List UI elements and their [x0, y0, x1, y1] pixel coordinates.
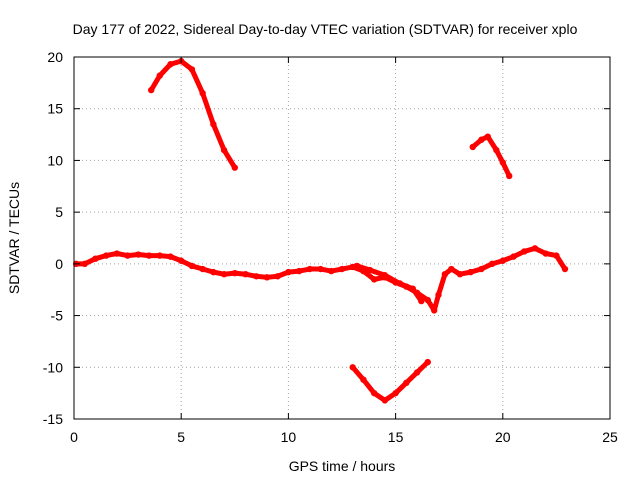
data-point	[92, 255, 99, 262]
chart-title: Day 177 of 2022, Sidereal Day-to-day VTE…	[73, 21, 578, 37]
data-point	[231, 269, 238, 277]
y-tick-label: -15	[43, 411, 63, 427]
data-point	[295, 267, 303, 275]
data-point	[306, 265, 314, 273]
data-point	[199, 265, 206, 273]
data-point	[467, 268, 474, 276]
data-point	[456, 271, 464, 278]
x-tick-label: 15	[388, 429, 404, 445]
data-point	[366, 266, 374, 274]
y-tick-label: -10	[43, 359, 63, 375]
data-point	[145, 252, 153, 259]
data-point	[210, 121, 217, 128]
data-point	[370, 276, 378, 283]
data-point	[506, 172, 513, 180]
data-point	[493, 146, 500, 154]
data-point	[102, 252, 110, 259]
tick-layer: 0 5 10 15 20 25 -15 -10 -5 0 5 10 15 20	[43, 49, 618, 445]
data-point	[478, 265, 485, 273]
data-point	[274, 273, 281, 280]
data-point	[409, 285, 416, 292]
data-point	[328, 267, 335, 275]
x-tick-label: 0	[70, 429, 78, 445]
y-tick-label: 0	[55, 256, 63, 272]
data-point	[441, 271, 449, 278]
data-point	[381, 397, 389, 404]
x-tick-label: 25	[602, 429, 618, 445]
data-point	[413, 369, 421, 376]
data-point	[561, 265, 569, 273]
data-point	[263, 274, 271, 281]
data-point	[220, 146, 228, 154]
data-point	[231, 164, 238, 171]
data-point	[553, 252, 560, 259]
data-point	[220, 271, 228, 278]
data-point	[430, 307, 438, 314]
y-tick-label: 10	[47, 152, 63, 168]
data-point	[317, 265, 324, 273]
data-point	[353, 262, 361, 270]
data-point	[135, 251, 142, 258]
data-point	[418, 297, 425, 305]
x-axis-label: GPS time / hours	[289, 458, 396, 474]
data-point	[156, 72, 163, 79]
data-point	[478, 136, 485, 143]
data-point	[484, 133, 491, 140]
data-point	[424, 296, 431, 304]
y-tick-label: 15	[47, 101, 63, 117]
data-point	[199, 90, 206, 97]
data-point	[521, 248, 528, 255]
data-point	[392, 389, 399, 397]
data-point	[499, 257, 506, 264]
data-layer	[72, 57, 569, 404]
data-point	[124, 252, 131, 259]
y-axis-label: SDTVAR / TECUs	[6, 182, 22, 294]
data-point	[147, 86, 155, 94]
data-point	[178, 257, 185, 264]
data-point	[435, 291, 442, 299]
data-point	[403, 379, 410, 386]
y-tick-label: 20	[47, 49, 63, 65]
data-point	[188, 262, 196, 270]
data-point	[531, 245, 539, 252]
data-point	[210, 268, 217, 276]
data-point	[510, 253, 517, 260]
data-point	[396, 280, 404, 287]
x-tick-label: 5	[177, 429, 185, 445]
data-point	[448, 265, 455, 273]
x-tick-label: 10	[281, 429, 297, 445]
series-arc-afternoon-high	[353, 262, 425, 305]
data-point	[81, 260, 88, 268]
data-point	[381, 272, 389, 279]
data-point	[488, 260, 496, 268]
y-tick-label: -5	[51, 308, 64, 324]
series-arc-evening	[469, 133, 513, 180]
data-point	[424, 358, 431, 366]
x-tick-label: 20	[495, 429, 511, 445]
plot-frame	[73, 56, 611, 420]
data-point	[285, 268, 292, 276]
data-point	[253, 273, 260, 280]
series-arc-morning	[147, 57, 238, 171]
data-point	[469, 143, 476, 151]
data-point	[242, 271, 249, 278]
data-point	[188, 66, 196, 73]
y-tick-label: 5	[55, 204, 63, 220]
data-point	[542, 250, 549, 257]
grid-layer	[74, 57, 610, 419]
data-point	[338, 265, 346, 273]
data-point	[499, 159, 506, 166]
data-point	[156, 252, 163, 259]
data-point	[349, 364, 356, 371]
series-arc-afternoon-low	[349, 358, 431, 404]
data-point	[360, 376, 367, 383]
data-point	[167, 61, 174, 68]
data-point	[167, 253, 174, 260]
data-point	[113, 250, 121, 257]
data-point	[370, 389, 378, 397]
